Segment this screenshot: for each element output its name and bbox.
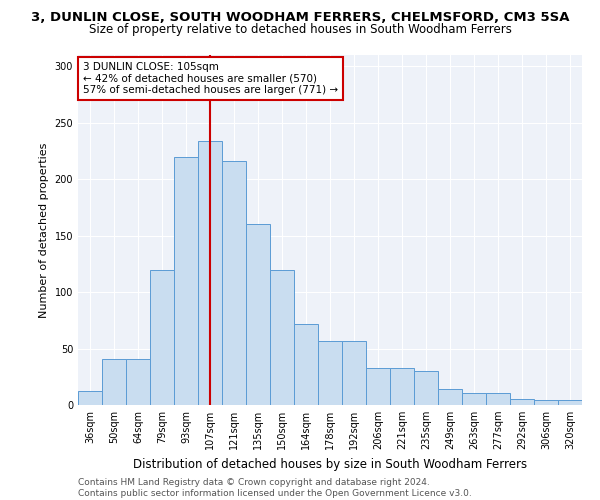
Bar [534,400,558,405]
Bar [390,368,414,405]
Bar [150,270,174,405]
Bar [78,392,102,405]
Bar [294,324,318,405]
Bar [198,141,222,405]
Bar [222,161,246,405]
Bar [102,358,126,405]
Bar [414,371,438,405]
Bar [510,400,534,405]
Bar [558,400,582,405]
Bar [462,392,486,405]
Bar [270,270,294,405]
X-axis label: Distribution of detached houses by size in South Woodham Ferrers: Distribution of detached houses by size … [133,458,527,470]
Bar [126,358,150,405]
Bar [438,389,462,405]
Bar [342,340,366,405]
Bar [366,368,390,405]
Y-axis label: Number of detached properties: Number of detached properties [39,142,49,318]
Text: Contains HM Land Registry data © Crown copyright and database right 2024.
Contai: Contains HM Land Registry data © Crown c… [78,478,472,498]
Bar [174,156,198,405]
Text: 3, DUNLIN CLOSE, SOUTH WOODHAM FERRERS, CHELMSFORD, CM3 5SA: 3, DUNLIN CLOSE, SOUTH WOODHAM FERRERS, … [31,11,569,24]
Bar [246,224,270,405]
Text: Size of property relative to detached houses in South Woodham Ferrers: Size of property relative to detached ho… [89,22,511,36]
Bar [318,340,342,405]
Bar [486,392,510,405]
Text: 3 DUNLIN CLOSE: 105sqm
← 42% of detached houses are smaller (570)
57% of semi-de: 3 DUNLIN CLOSE: 105sqm ← 42% of detached… [83,62,338,95]
